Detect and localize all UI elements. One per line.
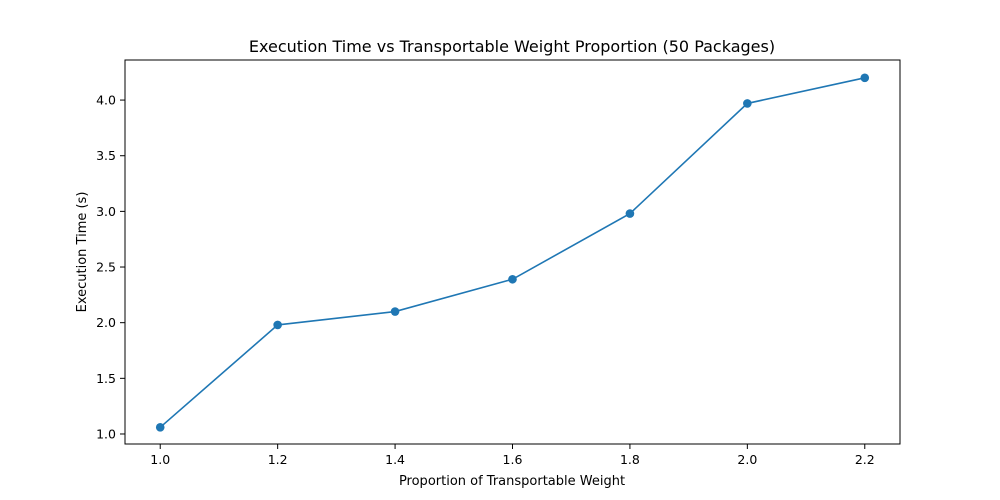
data-point (860, 73, 870, 83)
x-tick-label: 1.0 (150, 452, 170, 467)
y-tick-label: 3.5 (96, 148, 116, 163)
data-point (743, 99, 752, 108)
data-point (273, 320, 282, 330)
x-tick-label: 1.6 (503, 452, 523, 467)
y-axis: 1.0 1.5 2.0 2.5 3.0 3.5 4.0 (96, 93, 125, 441)
x-tick-label: 1.8 (620, 452, 640, 467)
y-tick-label: 3.0 (96, 204, 116, 219)
data-point (390, 307, 400, 316)
plot-frame (124, 59, 901, 445)
plot-area (124, 59, 901, 445)
y-tick-label: 2.0 (96, 315, 116, 330)
y-tick-label: 2.5 (96, 260, 116, 275)
x-tick-label: 2.2 (855, 452, 875, 467)
x-axis-label: Proportion of Transportable Weight (399, 474, 625, 489)
x-axis: 1.0 1.2 1.4 1.6 1.8 2.0 2.2 (150, 444, 875, 467)
series-line (159, 77, 865, 428)
x-tick-label: 2.0 (737, 452, 757, 467)
y-tick-label: 1.5 (96, 371, 116, 386)
y-tick-label: 1.0 (96, 426, 116, 441)
x-tick-label: 1.2 (268, 452, 288, 467)
data-point (155, 423, 165, 432)
x-tick-label: 1.4 (385, 452, 405, 467)
data-point (508, 274, 517, 284)
y-axis-label: Execution Time (s) (75, 192, 90, 313)
chart-title: Execution Time vs Transportable Weight P… (249, 37, 775, 56)
y-tick-label: 4.0 (96, 93, 116, 108)
data-point (625, 209, 635, 218)
series-layer (155, 73, 870, 432)
